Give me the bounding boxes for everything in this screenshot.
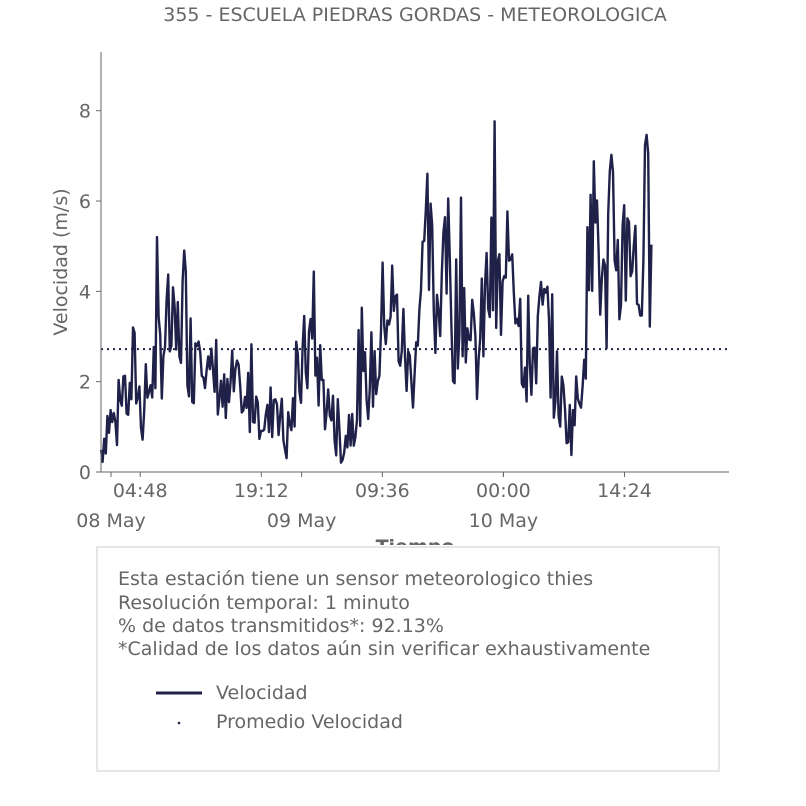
velocity-chart: 355 - ESCUELA PIEDRAS GORDAS - METEOROLO… (50, 4, 729, 545)
plot-area (99, 120, 729, 464)
y-axis: 0 2 4 6 8 (79, 52, 102, 484)
info-box: Esta estación tiene un sensor meteorolog… (96, 546, 720, 772)
legend-label-promedio: Promedio Velocidad (216, 711, 403, 733)
info-line-quality: *Calidad de los datos aún sin verificar … (118, 638, 651, 660)
legend-line-swatch (156, 691, 202, 695)
date-label: 08 May (76, 510, 146, 532)
date-label: 09 May (267, 510, 337, 532)
x-tick-label: 04:48 (113, 480, 168, 502)
info-line-sensor: Esta estación tiene un sensor meteorolog… (118, 568, 594, 590)
date-label: 10 May (469, 510, 539, 532)
info-line-transmitted: % de datos transmitidos*: 92.13% (118, 615, 444, 637)
x-tick-label: 19:12 (234, 480, 289, 502)
y-tick-label: 6 (79, 191, 91, 213)
legend-label-velocidad: Velocidad (216, 682, 308, 704)
y-tick-label: 0 (79, 462, 91, 484)
x-tick-label: 14:24 (597, 480, 652, 502)
x-tick-label: 00:00 (476, 480, 531, 502)
velocity-series-line (99, 120, 653, 464)
y-axis-label: Velocidad (m/s) (50, 188, 72, 335)
legend-dot-swatch (177, 721, 181, 725)
x-tick-label: 09:36 (355, 480, 410, 502)
y-tick-label: 8 (79, 101, 91, 123)
y-tick-label: 2 (79, 372, 91, 394)
y-tick-label: 4 (79, 281, 91, 303)
info-line-resolution: Resolución temporal: 1 minuto (118, 592, 410, 614)
x-axis-label: Tiempo (376, 536, 455, 545)
x-axis: 04:48 19:12 09:36 00:00 14:24 08 May 09 May 10 … (76, 471, 729, 532)
chart-title: 355 - ESCUELA PIEDRAS GORDAS - METEOROLO… (163, 4, 666, 26)
